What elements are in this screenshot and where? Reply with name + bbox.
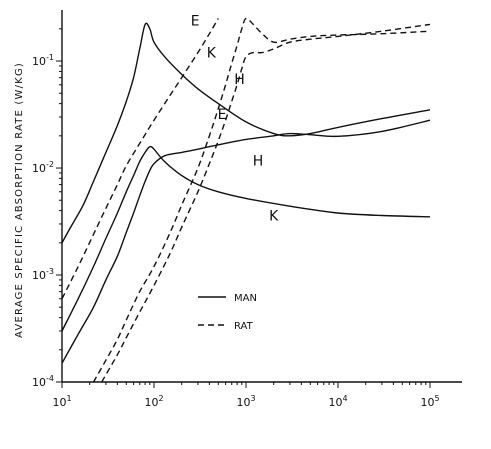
series-man-h-line bbox=[61, 119, 431, 364]
x-tick-label: 105 bbox=[420, 394, 439, 409]
y-tick-label: 10-1 bbox=[32, 53, 54, 68]
curve-label-man-h: H bbox=[253, 153, 264, 169]
y-axis-label: AVERAGE SPECIFIC ABSORPTION RATE (W/KG) bbox=[14, 62, 25, 338]
curve-label-man-k: K bbox=[269, 208, 279, 224]
chart-axes bbox=[61, 10, 462, 383]
legend-label-man: MAN bbox=[234, 293, 257, 304]
series-rat-k-line bbox=[92, 17, 431, 383]
series-man-e-line bbox=[61, 22, 431, 244]
y-tick-label: 10-4 bbox=[32, 374, 54, 389]
y-tick-label: 10-2 bbox=[32, 160, 54, 175]
curve-labels: E H K E K H bbox=[191, 13, 279, 224]
legend-label-rat: RAT bbox=[234, 321, 254, 332]
x-tick-label: 103 bbox=[236, 394, 255, 409]
chart-series-group bbox=[61, 17, 431, 383]
series-man-k-line bbox=[61, 145, 431, 332]
curve-label-rat-h: H bbox=[234, 72, 245, 88]
series-rat-h-line bbox=[101, 23, 431, 383]
chart-ticks: 101 102 103 104 105 10-4 10-3 10-2 10-1 bbox=[32, 28, 440, 409]
x-tick-label: 102 bbox=[144, 394, 163, 409]
x-tick-label: 104 bbox=[328, 394, 347, 409]
curve-label-rat-k: K bbox=[207, 46, 217, 62]
y-tick-label: 10-3 bbox=[32, 267, 54, 282]
curve-label-man-e: E bbox=[218, 107, 227, 123]
series-rat-e-line bbox=[61, 18, 219, 300]
chart-legend: MAN RAT bbox=[198, 293, 257, 332]
x-tick-label: 101 bbox=[52, 394, 71, 409]
curve-label-rat-e: E bbox=[191, 13, 200, 29]
